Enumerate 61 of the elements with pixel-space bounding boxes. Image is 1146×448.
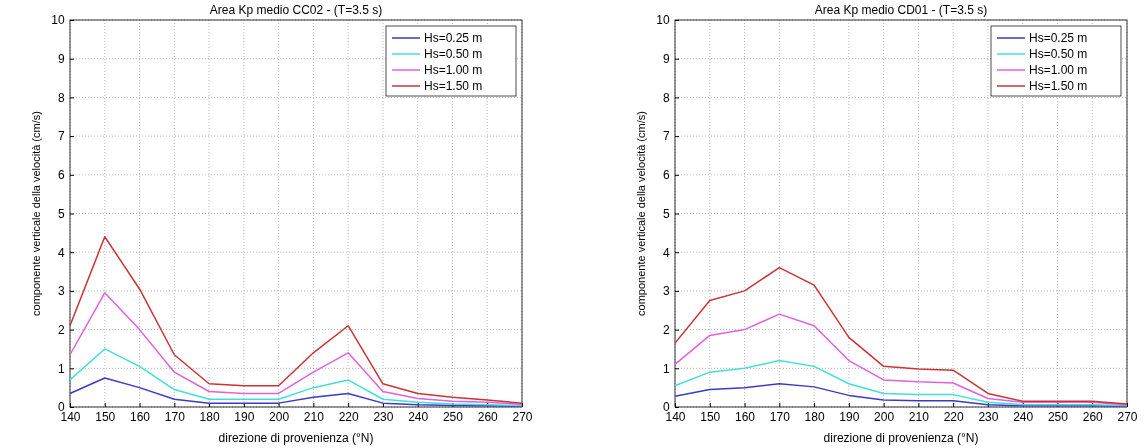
y-tick-label: 2 [57, 322, 65, 337]
y-tick-label: 1 [662, 361, 670, 376]
x-tick-label: 160 [130, 409, 151, 424]
x-tick-label: 190 [839, 409, 860, 424]
legend-label: Hs=1.50 m [424, 79, 483, 93]
legend-label: Hs=1.00 m [424, 63, 483, 77]
y-tick-label: 9 [662, 52, 670, 67]
x-tick-label: 170 [164, 409, 186, 424]
x-tick-label: 240 [1013, 409, 1034, 424]
y-axis-title: componente verticale della velocità (cm/s) [30, 111, 42, 316]
legend-label: Hs=0.50 m [1029, 47, 1088, 61]
x-axis-title: direzione di provenienza (°N) [823, 431, 979, 445]
legend-label: Hs=0.25 m [1029, 31, 1088, 45]
y-tick-label: 4 [57, 245, 65, 260]
x-tick-label: 240 [408, 409, 429, 424]
y-tick-label: 3 [662, 284, 670, 299]
y-axis-title: componente verticale della velocità (cm/s) [635, 111, 647, 316]
x-tick-label: 150 [95, 409, 116, 424]
y-tick-label: 3 [57, 284, 65, 299]
x-tick-label: 220 [943, 409, 964, 424]
x-tick-label: 180 [804, 409, 825, 424]
x-tick-label: 270 [1117, 409, 1138, 424]
y-tick-label: 10 [51, 13, 65, 28]
x-tick-label: 250 [442, 409, 464, 424]
x-tick-label: 230 [978, 409, 999, 424]
legend-label: Hs=0.25 m [424, 31, 483, 45]
x-tick-label: 270 [512, 409, 533, 424]
x-tick-label: 160 [735, 409, 756, 424]
y-tick-label: 2 [662, 322, 670, 337]
legend-label: Hs=1.50 m [1029, 79, 1088, 93]
y-tick-label: 4 [662, 245, 670, 260]
y-tick-label: 7 [662, 129, 670, 144]
x-tick-label: 250 [1047, 409, 1069, 424]
x-tick-label: 220 [338, 409, 359, 424]
x-axis-title: direzione di provenienza (°N) [218, 431, 374, 445]
x-tick-label: 170 [769, 409, 791, 424]
x-tick-label: 200 [874, 409, 895, 424]
y-tick-label: 9 [57, 52, 65, 67]
y-tick-label: 6 [662, 168, 670, 183]
x-tick-label: 180 [199, 409, 220, 424]
y-tick-label: 7 [57, 129, 65, 144]
chart-title: Area Kp medio CC02 - (T=3.5 s) [209, 3, 383, 17]
y-tick-label: 8 [57, 90, 65, 105]
legend-label: Hs=1.00 m [1029, 63, 1088, 77]
x-tick-label: 260 [1082, 409, 1104, 424]
x-tick-label: 230 [373, 409, 394, 424]
x-tick-label: 200 [269, 409, 290, 424]
y-tick-label: 10 [656, 13, 670, 28]
x-tick-label: 210 [908, 409, 930, 424]
x-tick-label: 150 [700, 409, 721, 424]
line-series [69, 235, 523, 404]
chart-title: Area Kp medio CD01 - (T=3.5 s) [814, 3, 988, 17]
legend-label: Hs=0.50 m [424, 47, 483, 61]
y-tick-label: 5 [662, 206, 670, 221]
y-tick-label: 8 [662, 90, 670, 105]
y-tick-label: 1 [57, 361, 65, 376]
y-tick-label: 5 [57, 206, 65, 221]
x-tick-label: 210 [303, 409, 325, 424]
x-tick-label: 260 [477, 409, 499, 424]
x-tick-label: 190 [234, 409, 255, 424]
y-tick-label: 6 [57, 168, 65, 183]
